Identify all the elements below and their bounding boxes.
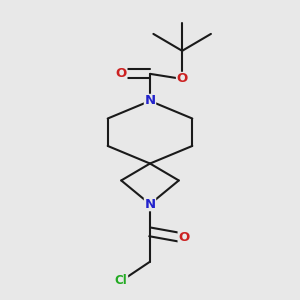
Text: O: O [116, 68, 127, 80]
Text: O: O [176, 72, 188, 86]
Text: O: O [178, 232, 190, 244]
Text: N: N [144, 94, 156, 107]
Text: N: N [144, 198, 156, 211]
Text: Cl: Cl [115, 274, 128, 287]
